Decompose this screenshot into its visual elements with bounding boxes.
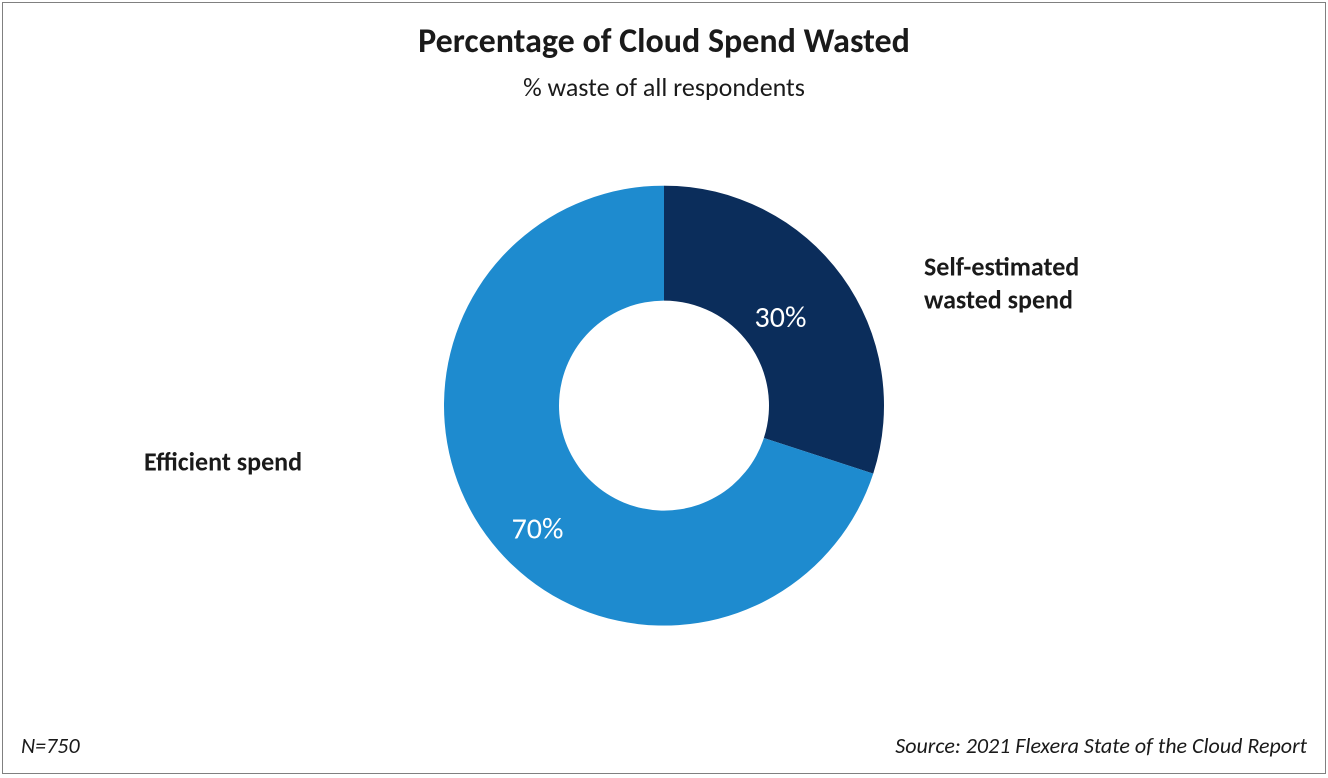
slice-value-wasted: 30%	[755, 299, 807, 336]
chart-frame: Percentage of Cloud Spend Wasted % waste…	[2, 2, 1326, 774]
slice-value-efficient: 70%	[512, 510, 564, 547]
slice-label-efficient: Efficient spend	[144, 446, 404, 479]
slice-label-wasted: Self-estimated wasted spend	[924, 251, 1184, 316]
donut-chart: 30%70%Self-estimated wasted spendEfficie…	[444, 186, 884, 626]
chart-subtitle: % waste of all respondents	[3, 71, 1325, 103]
sample-size-note: N=750	[21, 732, 80, 759]
chart-title: Percentage of Cloud Spend Wasted	[3, 21, 1325, 62]
source-note: Source: 2021 Flexera State of the Cloud …	[895, 732, 1307, 759]
